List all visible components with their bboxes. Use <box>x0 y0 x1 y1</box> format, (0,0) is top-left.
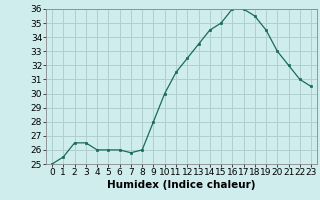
X-axis label: Humidex (Indice chaleur): Humidex (Indice chaleur) <box>107 180 256 190</box>
